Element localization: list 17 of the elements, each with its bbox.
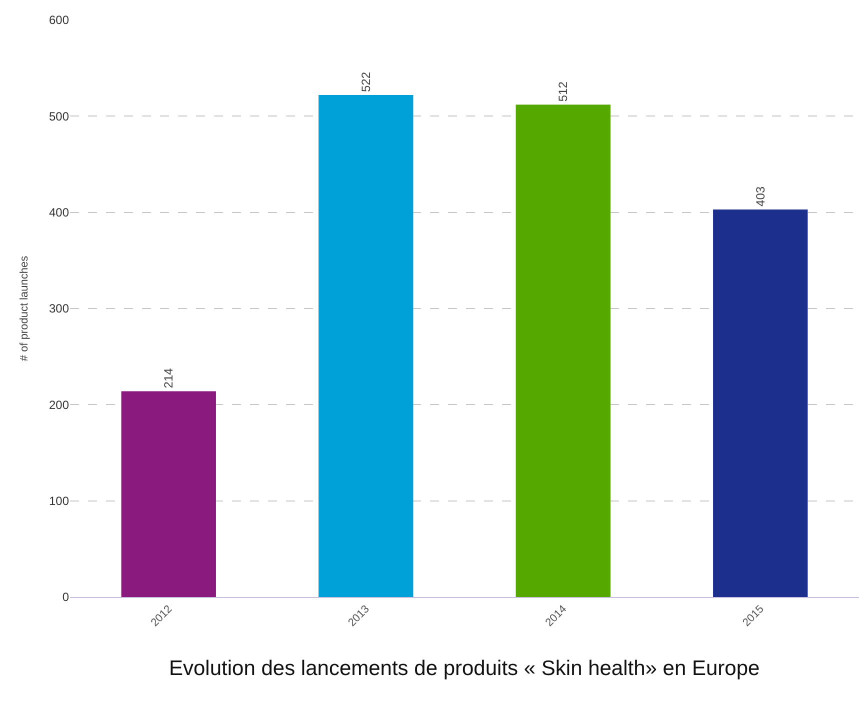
y-axis-title: # of product launches [18, 255, 31, 362]
bar [121, 391, 216, 597]
bar [713, 209, 808, 597]
data-label: 512 [556, 81, 570, 102]
data-label: 522 [358, 72, 373, 92]
y-tick-label: 100 [48, 494, 70, 508]
y-tick-label: 200 [48, 398, 70, 412]
y-tick-label: 500 [48, 109, 70, 124]
data-label: 403 [753, 186, 768, 206]
text: Evolution des lancements de produits « Skin health» en Europe [169, 657, 760, 680]
y-tick-label: 300 [48, 302, 70, 316]
y-tick-label: 600 [48, 13, 70, 28]
y-tick-label: 0 [62, 590, 70, 604]
bar [516, 104, 610, 597]
y-tick-label: 400 [48, 206, 70, 220]
data-label: 214 [162, 368, 176, 388]
bar [318, 95, 414, 597]
